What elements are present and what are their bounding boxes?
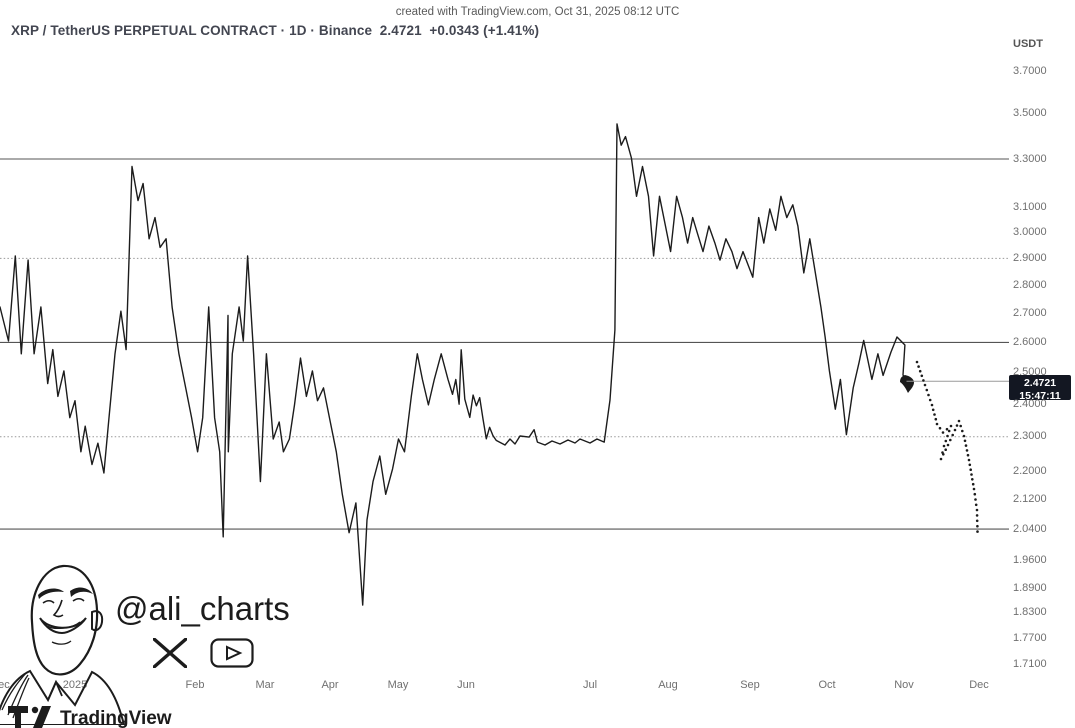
svg-text:TradingView: TradingView (60, 708, 172, 728)
